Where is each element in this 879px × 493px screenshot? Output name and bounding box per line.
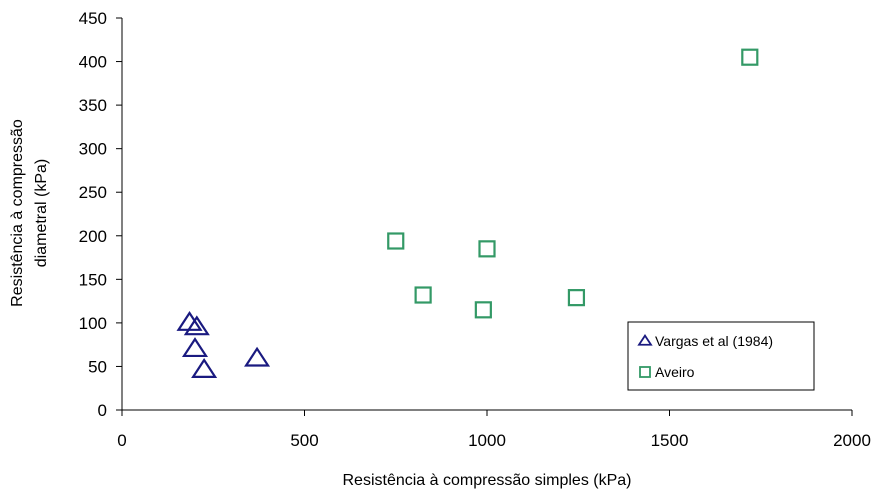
- square-point: [387, 232, 405, 250]
- square-point: [414, 286, 432, 304]
- y-tick-label: 50: [88, 357, 107, 376]
- legend-marker-2: [639, 366, 651, 378]
- y-tick-label: 250: [79, 183, 107, 202]
- series-1: [176, 310, 271, 378]
- y-tick-label: 300: [79, 140, 107, 159]
- y-axis-title-line-1: Resistência à compressão: [9, 119, 26, 307]
- triangle-point: [183, 315, 210, 336]
- x-tick-label: 500: [290, 431, 318, 450]
- y-tick-label: 450: [79, 9, 107, 28]
- square-point: [474, 301, 492, 319]
- series-2: [387, 48, 759, 319]
- square-point: [478, 240, 496, 258]
- legend-marker-1: [637, 333, 653, 346]
- x-tick-label: 0: [117, 431, 126, 450]
- x-axis-ticks: 0 500 1000 1500 2000: [117, 410, 871, 450]
- legend: Vargas et al (1984) Aveiro: [627, 321, 815, 391]
- triangle-point: [181, 337, 209, 358]
- y-tick-label: 100: [79, 314, 107, 333]
- data-points: [176, 48, 759, 378]
- x-tick-label: 2000: [833, 431, 871, 450]
- legend-box: [627, 321, 815, 391]
- x-tick-label: 1500: [651, 431, 689, 450]
- y-tick-label: 0: [98, 401, 107, 420]
- y-tick-label: 350: [79, 96, 107, 115]
- square-point: [567, 289, 586, 307]
- y-tick-label: 200: [79, 227, 107, 246]
- square-point: [741, 48, 759, 66]
- legend-label-2: Aveiro: [655, 364, 695, 380]
- y-tick-label: 400: [79, 53, 107, 72]
- y-tick-label: 150: [79, 270, 107, 289]
- y-axis-title-line-2: diametral (kPa): [33, 159, 50, 267]
- triangle-point: [244, 346, 271, 367]
- y-axis-ticks: 0 50 100 150 200 250 300 350 400 450: [79, 9, 122, 420]
- legend-label-1: Vargas et al (1984): [655, 333, 773, 349]
- x-tick-label: 1000: [468, 431, 506, 450]
- triangle-point: [191, 358, 218, 378]
- x-axis-title: Resistência à compressão simples (kPa): [343, 472, 632, 489]
